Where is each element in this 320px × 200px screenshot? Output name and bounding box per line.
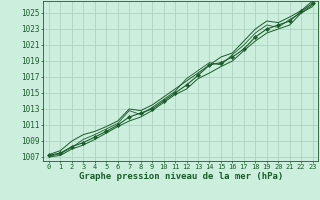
X-axis label: Graphe pression niveau de la mer (hPa): Graphe pression niveau de la mer (hPa) bbox=[79, 172, 283, 181]
